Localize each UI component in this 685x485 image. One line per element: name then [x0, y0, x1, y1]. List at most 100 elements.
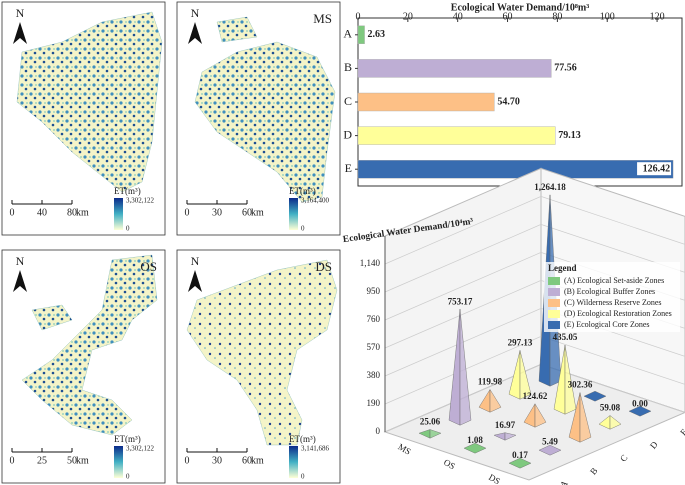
pyramid: [538, 444, 562, 456]
x-tick-label: OS: [442, 457, 457, 471]
pyramid: [508, 457, 532, 469]
et-max: 3,141,686: [301, 445, 330, 453]
north-label: N: [191, 6, 200, 20]
y-tick-label: 950: [367, 286, 381, 296]
y-tick-label: 760: [367, 314, 381, 324]
y-tick-label: A: [343, 27, 352, 41]
y-tick-label: 570: [367, 342, 381, 352]
value-label: 54.70: [497, 96, 520, 107]
et-title: ET(m³): [289, 434, 316, 444]
map-panel: N DS 0 30 60 km ET(m³)3,141,686 0: [176, 249, 341, 484]
y-tick-label: D: [343, 127, 352, 141]
pyramid: [568, 392, 592, 443]
et-min: 0: [126, 225, 130, 233]
scale-label: 0: [185, 207, 190, 218]
scale-label: 0: [185, 455, 190, 466]
scale-label: 50: [67, 455, 77, 466]
bar: [357, 59, 552, 78]
legend-label: (A) Ecological Set-aside Zones: [564, 276, 664, 285]
map-region: [194, 16, 336, 203]
value-label: 5.49: [542, 436, 558, 446]
y-tick-label: B: [344, 60, 352, 74]
value-label: 2.63: [368, 29, 386, 40]
map-label: MS: [313, 11, 332, 26]
x-tick-label: 80: [552, 11, 562, 22]
pyramid-base: [463, 442, 487, 454]
pyramid: [583, 390, 607, 402]
scale-label: 0: [10, 207, 15, 218]
scale-label: 60: [242, 455, 252, 466]
map-label: OS: [140, 259, 157, 274]
pyramid-base: [583, 390, 607, 402]
pyramid-face: [519, 350, 532, 400]
map-panel: N MS 0 30 60 km ET(m³)3,164,400 0: [176, 1, 341, 236]
y-tick-label: 1,140: [360, 258, 381, 268]
pyramid-face: [504, 432, 517, 441]
north-label: N: [191, 254, 200, 268]
value-label: 77.56: [554, 63, 577, 74]
legend-label: (B) Ecological Buffer Zones: [564, 287, 655, 296]
et-max: 3,164,400: [301, 197, 330, 205]
value-label: 435.05: [553, 332, 578, 342]
pyramid-face: [564, 345, 577, 415]
north-arrow: [13, 22, 27, 44]
grid-line: [384, 308, 685, 377]
legend-swatch: [548, 277, 560, 285]
legend-swatch: [548, 321, 560, 329]
pyramid: [448, 309, 472, 426]
legend-label: (E) Ecological Core Zones: [564, 320, 650, 329]
pyramid: [628, 405, 652, 417]
pyramid-face: [459, 309, 472, 426]
depth-tick-label: D: [648, 439, 660, 451]
value-label: 16.97: [495, 420, 516, 430]
legend-swatch: [548, 299, 560, 307]
et-title: ET(m³): [289, 186, 316, 196]
chart-title: Ecological Water Demand/10⁸m³: [451, 2, 589, 13]
legend-swatch: [548, 310, 560, 318]
value-label: 1,264.18: [534, 182, 566, 192]
scale-label: 0: [10, 455, 15, 466]
x-tick-label: 20: [403, 11, 413, 22]
et-title: ET(m³): [114, 186, 141, 196]
legend-label: (D) Ecological Restoration Zones: [564, 309, 672, 318]
et-min: 0: [301, 473, 305, 481]
scale-unit: km: [251, 455, 264, 466]
value-label: 124.62: [523, 391, 548, 401]
scale-label: 30: [212, 455, 222, 466]
bar: [357, 92, 495, 112]
et-colorbar: [289, 198, 298, 230]
north-arrow: [13, 270, 27, 292]
pyramid: [598, 415, 622, 430]
north-label: N: [16, 254, 25, 268]
bar: [357, 126, 556, 145]
pyramid: [478, 388, 502, 413]
x-tick-label: 0: [356, 11, 361, 22]
y-tick-label: 0: [376, 426, 381, 436]
x-tick-label: MS: [396, 442, 412, 457]
value-label: 753.17: [448, 296, 473, 306]
north-label: N: [16, 6, 25, 20]
et-colorbar: [289, 446, 298, 478]
map-region: [21, 254, 158, 436]
value-label: 1.08: [467, 435, 483, 445]
et-max: 3,302,122: [126, 197, 155, 205]
pyramid: [553, 345, 577, 415]
et-min: 0: [301, 225, 305, 233]
pyramid: [418, 429, 442, 439]
map-region: [186, 259, 338, 446]
value-label: 25.06: [420, 417, 441, 427]
pyramid-face: [609, 415, 622, 430]
bar: [357, 159, 674, 179]
pyramid-face: [429, 429, 442, 439]
y-tick-label: E: [345, 161, 352, 175]
pyramid: [463, 442, 487, 454]
map-region: [16, 11, 163, 193]
label-bg: [637, 162, 672, 176]
scale-label: 60: [242, 207, 252, 218]
pyramid-base: [538, 444, 562, 456]
pyramid: [493, 432, 517, 441]
value-label: 59.08: [600, 403, 621, 413]
pyramid-face: [579, 392, 592, 443]
y-tick-label: 380: [367, 370, 381, 380]
value-label: 0.17: [512, 450, 528, 460]
